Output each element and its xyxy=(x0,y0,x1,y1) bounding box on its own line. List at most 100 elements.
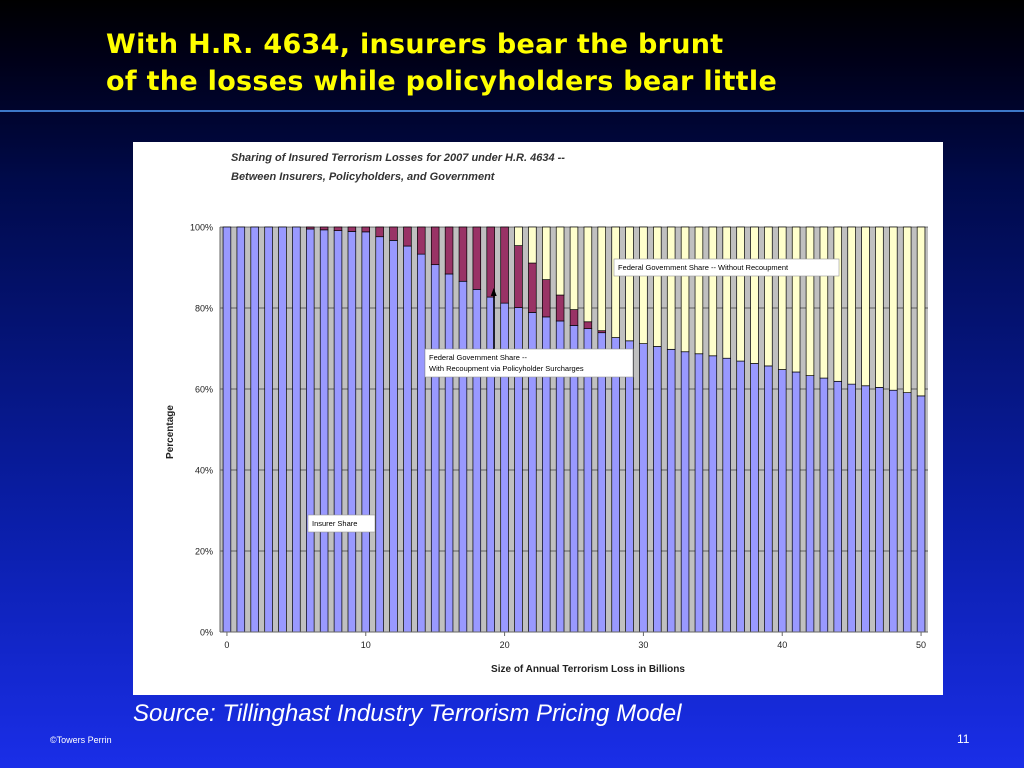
bar-segment-federal-1 xyxy=(444,226,454,275)
bar-segment-federal-1 xyxy=(389,226,398,241)
bar-segment-federal-1 xyxy=(305,226,315,230)
bar-segment-federal-1 xyxy=(403,226,412,247)
bar-segment-insurer-0 xyxy=(236,226,246,633)
bar-segment-insurer-0 xyxy=(847,383,856,633)
bar-segment-federal-1 xyxy=(417,226,426,255)
bar-segment-insurer-0 xyxy=(305,228,315,633)
bar-segment-insurer-0 xyxy=(389,240,398,633)
bar-segment-federal-1 xyxy=(555,294,565,322)
bar-segment-insurer-0 xyxy=(819,377,829,633)
bar-segment-federal-2 xyxy=(805,226,815,376)
bar-segment-federal-2 xyxy=(736,226,745,362)
x-tick-label: 0 xyxy=(224,640,229,650)
bar-segment-insurer-0 xyxy=(264,226,273,633)
bar-segment-federal-2 xyxy=(653,226,662,347)
y-tick-label: 20% xyxy=(195,547,213,557)
bar-segment-federal-2 xyxy=(875,226,884,388)
annotation-without-recoupment-box xyxy=(613,258,840,277)
x-tick-label: 40 xyxy=(777,640,787,650)
annotation-with-recoupment-text: With Recoupment via Policyholder Surchar… xyxy=(429,364,584,373)
bar-segment-federal-2 xyxy=(833,226,843,382)
bar-segment-insurer-0 xyxy=(458,280,468,633)
bar-segment-federal-2 xyxy=(708,226,718,357)
chart-panel: Sharing of Insured Terrorism Losses for … xyxy=(133,142,943,695)
bar-segment-federal-2 xyxy=(583,226,593,323)
bar-segment-federal-1 xyxy=(583,321,593,330)
bar-segment-insurer-0 xyxy=(333,230,343,633)
source-note: Source: Tillinghast Industry Terrorism P… xyxy=(133,700,682,727)
bar-segment-federal-2 xyxy=(639,226,648,344)
bar-segment-insurer-0 xyxy=(361,231,371,633)
x-tick-label: 10 xyxy=(361,640,371,650)
bar-segment-federal-2 xyxy=(666,226,676,350)
bar-segment-federal-1 xyxy=(528,262,537,313)
annotation-arrow-head xyxy=(490,288,497,296)
bar-segment-insurer-0 xyxy=(292,226,301,633)
bar-segment-federal-1 xyxy=(514,245,523,308)
bar-segment-federal-2 xyxy=(902,226,912,393)
bar-segment-insurer-0 xyxy=(833,380,843,633)
annotation-with-recoupment-text: Federal Government Share -- xyxy=(429,353,527,362)
bar-segment-insurer-0 xyxy=(222,226,232,633)
bar-segment-federal-2 xyxy=(889,226,898,391)
bar-segment-insurer-0 xyxy=(666,348,676,633)
bar-segment-federal-2 xyxy=(722,226,731,359)
bar-segment-federal-2 xyxy=(764,226,773,367)
bar-segment-federal-1 xyxy=(486,226,495,298)
bar-segment-federal-1 xyxy=(458,226,468,282)
stacked-bar-chart: Sharing of Insured Terrorism Losses for … xyxy=(165,152,928,675)
bar-segment-federal-1 xyxy=(569,309,579,326)
chart-title-line-1: Sharing of Insured Terrorism Losses for … xyxy=(231,152,565,164)
footer-copyright: ©Towers Perrin xyxy=(50,735,112,745)
bar-segment-insurer-0 xyxy=(611,337,620,633)
bar-segment-insurer-0 xyxy=(639,343,648,633)
y-tick-label: 80% xyxy=(195,304,213,314)
bar-segment-federal-1 xyxy=(361,226,371,233)
x-tick-label: 20 xyxy=(500,640,510,650)
slide-title-line-1: With H.R. 4634, insurers bear the brunt xyxy=(106,29,724,60)
bar-segment-insurer-0 xyxy=(777,369,787,633)
bar-segment-insurer-0 xyxy=(472,289,482,633)
y-tick-label: 60% xyxy=(195,385,213,395)
bar-segment-federal-2 xyxy=(861,226,870,387)
y-tick-label: 100% xyxy=(190,223,213,233)
bar-segment-insurer-0 xyxy=(736,360,745,633)
bar-segment-insurer-0 xyxy=(444,273,454,633)
bar-segment-insurer-0 xyxy=(680,351,690,633)
x-tick-label: 30 xyxy=(638,640,648,650)
bar-segment-insurer-0 xyxy=(805,375,815,633)
slide-title-line-2: of the losses while policyholders bear l… xyxy=(106,66,778,97)
bar-segment-federal-1 xyxy=(430,226,440,266)
bar-segment-insurer-0 xyxy=(403,245,412,633)
bar-segment-federal-1 xyxy=(319,226,329,231)
bar-segment-insurer-0 xyxy=(764,365,773,633)
chart-title-line-2: Between Insurers, Policyholders, and Gov… xyxy=(231,171,496,183)
bar-segment-federal-1 xyxy=(541,279,551,318)
slide-title: With H.R. 4634, insurers bear the brunt … xyxy=(106,26,966,100)
bar-segment-insurer-0 xyxy=(653,346,662,633)
annotation-insurer-share-text: Insurer Share xyxy=(312,519,357,528)
bar-segment-insurer-0 xyxy=(750,363,759,633)
annotation-insurer-share-box xyxy=(307,514,376,533)
x-tick-label: 50 xyxy=(916,640,926,650)
bar-segment-insurer-0 xyxy=(875,387,884,633)
bar-segment-insurer-0 xyxy=(889,389,898,633)
bar-segment-federal-2 xyxy=(625,226,634,342)
y-tick-label: 0% xyxy=(200,628,213,638)
bar-segment-insurer-0 xyxy=(708,355,718,633)
bar-segment-insurer-0 xyxy=(375,236,384,633)
bar-segment-federal-2 xyxy=(819,226,829,379)
bar-segment-federal-2 xyxy=(611,226,620,338)
bar-segment-federal-1 xyxy=(472,226,482,290)
bar-segment-insurer-0 xyxy=(278,226,287,633)
bar-segment-federal-2 xyxy=(916,226,926,397)
annotation-without-recoupment-text: Federal Government Share -- Without Reco… xyxy=(618,263,789,272)
bar-segment-federal-2 xyxy=(694,226,704,355)
bar-segment-insurer-0 xyxy=(319,229,329,633)
bar-segment-insurer-0 xyxy=(916,395,926,633)
bar-segment-insurer-0 xyxy=(597,332,607,633)
bar-segment-federal-2 xyxy=(777,226,787,370)
y-tick-label: 40% xyxy=(195,466,213,476)
bar-segment-federal-2 xyxy=(791,226,801,373)
x-axis-label: Size of Annual Terrorism Loss in Billion… xyxy=(491,664,685,675)
